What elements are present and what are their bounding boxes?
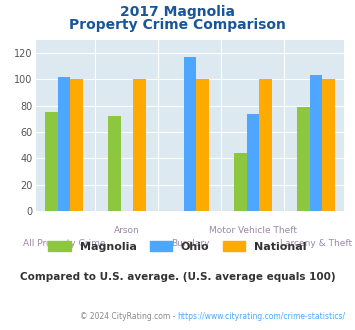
Bar xyxy=(184,57,196,211)
Text: © 2024 CityRating.com -: © 2024 CityRating.com - xyxy=(80,312,178,321)
Bar xyxy=(297,107,310,211)
Bar xyxy=(45,112,58,211)
Text: Arson: Arson xyxy=(114,226,140,235)
Bar xyxy=(196,79,209,211)
Bar xyxy=(234,153,247,211)
Text: Property Crime Comparison: Property Crime Comparison xyxy=(69,18,286,32)
Legend: Magnolia, Ohio, National: Magnolia, Ohio, National xyxy=(44,237,311,256)
Bar xyxy=(70,79,83,211)
Bar xyxy=(247,114,259,211)
Text: https://www.cityrating.com/crime-statistics/: https://www.cityrating.com/crime-statist… xyxy=(178,312,346,321)
Bar xyxy=(58,77,70,211)
Bar xyxy=(108,116,121,211)
Bar xyxy=(259,79,272,211)
Text: 2017 Magnolia: 2017 Magnolia xyxy=(120,5,235,19)
Text: Motor Vehicle Theft: Motor Vehicle Theft xyxy=(209,226,297,235)
Text: Larceny & Theft: Larceny & Theft xyxy=(280,239,352,248)
Text: All Property Crime: All Property Crime xyxy=(23,239,105,248)
Bar xyxy=(133,79,146,211)
Text: Compared to U.S. average. (U.S. average equals 100): Compared to U.S. average. (U.S. average … xyxy=(20,272,335,282)
Bar xyxy=(310,75,322,211)
Bar xyxy=(322,79,335,211)
Text: Burglary: Burglary xyxy=(171,239,209,248)
